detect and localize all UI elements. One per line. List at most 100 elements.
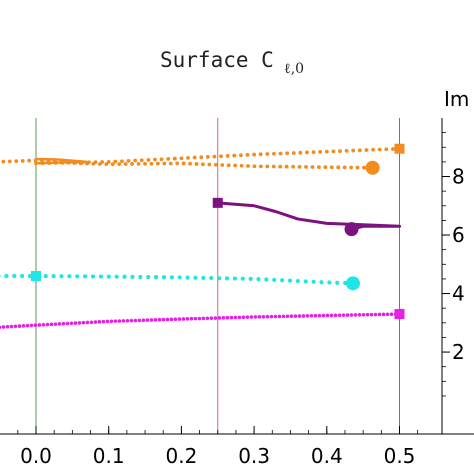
series-0-point — [225, 154, 230, 158]
series-2-point — [303, 279, 308, 284]
series-3-point — [361, 312, 366, 317]
series-0-point — [179, 156, 184, 161]
series-0-point — [329, 165, 334, 170]
series-0-point — [252, 152, 256, 157]
series-2-point — [114, 274, 119, 279]
y-ticks: 2 4 6 8 — [442, 132, 465, 397]
series-0-point — [130, 162, 135, 166]
series-0-point — [139, 158, 144, 163]
series-0-point — [285, 151, 290, 156]
series-3-point — [113, 319, 118, 323]
series-0-point — [207, 162, 212, 167]
series-2-point — [75, 274, 80, 279]
series-3-point — [121, 319, 126, 323]
series-0-point — [188, 161, 192, 166]
series-0-point — [212, 154, 217, 159]
series-3-point — [157, 317, 162, 322]
x-tick-label: 0.1 — [93, 444, 125, 468]
series-0-point — [166, 156, 171, 161]
series-2-point — [51, 274, 56, 279]
series-0-point — [278, 151, 283, 156]
series-0-point — [278, 164, 283, 169]
series-3-point — [229, 315, 234, 320]
series-3-point — [265, 314, 270, 319]
series-0-point — [364, 148, 369, 152]
series-0-point — [143, 161, 147, 166]
series-0-point — [7, 159, 12, 164]
series-2-point — [153, 275, 159, 280]
series-3-point — [249, 315, 254, 319]
series-3-point — [273, 314, 278, 319]
series-3-point — [217, 316, 222, 320]
series-3-point — [133, 318, 138, 323]
series-0-point — [252, 164, 257, 169]
series-0-point — [136, 161, 141, 166]
series-0-point — [226, 163, 231, 168]
series-0-point — [172, 156, 177, 161]
series-0-point — [246, 164, 250, 168]
series-0-point — [310, 165, 315, 169]
series-2-point — [98, 274, 104, 279]
series-0-point — [323, 165, 328, 170]
series-0-point — [265, 152, 270, 156]
series-0-point — [14, 159, 19, 164]
series-0-point — [175, 161, 180, 166]
series-2-point — [146, 274, 151, 280]
series-0-point — [284, 164, 289, 169]
series-3-point — [177, 317, 182, 321]
series-0-point — [258, 164, 263, 169]
series-0-point — [20, 159, 25, 163]
series-0-point — [384, 147, 389, 152]
series-0-point — [100, 160, 105, 164]
series-3-point — [105, 319, 110, 324]
series-2-point — [185, 275, 190, 280]
series-0-point — [104, 162, 109, 167]
series-0-point — [331, 149, 336, 154]
series-0-point — [271, 164, 276, 169]
series-3-point — [65, 321, 70, 326]
series-3-point — [9, 324, 14, 329]
series-0-point — [233, 163, 238, 168]
series-2-point — [20, 273, 25, 279]
series-2-point — [12, 273, 17, 279]
series-3-point — [369, 312, 374, 317]
series-3 — [0, 309, 405, 329]
series-3-point — [53, 322, 58, 326]
series-3-point — [333, 313, 338, 318]
series-0-point — [120, 159, 124, 164]
series-3-point — [29, 323, 34, 328]
series-0-point — [238, 153, 243, 158]
series-3-point — [85, 320, 90, 325]
series-2-point — [161, 275, 167, 280]
series-3-point — [201, 316, 206, 321]
x-tick-label: 0.5 — [384, 444, 416, 468]
series-0-point — [311, 150, 316, 155]
series-0-point — [213, 162, 218, 167]
series-2-point — [4, 273, 9, 279]
series-0-point — [357, 148, 362, 153]
series-0-point — [390, 147, 395, 151]
series-3-point — [317, 313, 322, 318]
series-2-point — [193, 275, 198, 280]
series-3-point — [129, 318, 134, 323]
series-0-point — [239, 163, 244, 168]
series-0 — [1, 143, 405, 175]
series-3-point — [377, 312, 382, 317]
series-0-point — [205, 155, 210, 159]
series-3-point — [93, 320, 98, 324]
series-0-point — [258, 152, 263, 157]
series-3-point — [241, 315, 246, 320]
series-3-point — [233, 315, 238, 320]
series-3-point — [137, 318, 142, 323]
series-0-point — [220, 163, 225, 167]
series-2-point — [256, 277, 261, 282]
series-0-point — [355, 165, 360, 170]
series-0-point — [186, 155, 190, 160]
series-0-point — [338, 149, 342, 154]
y-axis-label: Im — [444, 87, 469, 111]
series-3-point — [389, 312, 394, 316]
series-3-point — [21, 324, 26, 328]
series-3-point — [309, 314, 314, 318]
series-3-point — [293, 314, 298, 318]
series-3-point — [341, 313, 346, 317]
